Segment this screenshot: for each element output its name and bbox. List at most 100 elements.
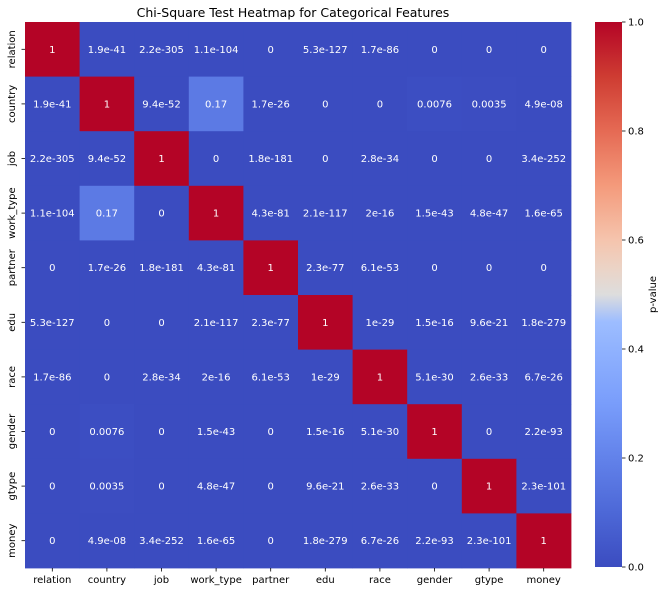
x-tick-label: relation: [33, 575, 71, 586]
heatmap-cell: [243, 22, 299, 77]
heatmap-cell: [298, 404, 353, 460]
cell-value-label: 0: [322, 99, 328, 110]
cell-value-label: 1e-29: [311, 372, 340, 383]
cell-value-label: 2.3e-77: [306, 263, 344, 274]
cell-value-label: 2.8e-34: [361, 154, 399, 165]
cell-value-label: 0: [486, 154, 492, 165]
cell-value-label: 1.8e-279: [521, 318, 566, 329]
heatmap-cell: [188, 349, 244, 405]
heatmap-cell: [298, 513, 353, 569]
heatmap-cell: [461, 131, 517, 187]
heatmap-cell: [134, 240, 190, 296]
heatmap-cell: [79, 76, 135, 132]
x-axis: relation country job work_type partner edu rac…: [33, 568, 561, 586]
heatmap-cell: [461, 76, 517, 132]
cell-value-label: 0: [268, 45, 274, 56]
cell-value-label: 4.9e-08: [88, 536, 126, 547]
heatmap-cell: [79, 22, 135, 77]
cell-value-label: 1: [268, 263, 274, 274]
cell-value-label: 0: [486, 427, 492, 438]
heatmap-cell: [407, 185, 463, 241]
cell-value-label: 1.5e-16: [415, 318, 453, 329]
heatmap-cell: [352, 240, 408, 296]
heatmap-cell: [79, 513, 135, 569]
cell-value-label: 0.17: [205, 99, 227, 110]
heatmap-cell: [188, 131, 244, 187]
heatmap-cell: [461, 458, 517, 514]
cell-value-label: 2.6e-33: [470, 372, 508, 383]
heatmap-cell: [25, 131, 80, 187]
cell-value-label: 1: [541, 536, 547, 547]
heatmap-cell: [79, 349, 135, 405]
cell-value-label: 0: [49, 263, 55, 274]
heatmap-cell: [298, 22, 353, 77]
heatmap-cell: [407, 131, 463, 187]
cell-value-label: 9.6e-21: [470, 318, 508, 329]
cell-value-label: 3.4e-252: [139, 536, 184, 547]
heatmap-cell: [134, 185, 190, 241]
heatmap-cell: [79, 404, 135, 460]
cell-value-label: 1.8e-181: [248, 154, 293, 165]
heatmap-cell: [134, 458, 190, 514]
heatmap-cell: [243, 458, 299, 514]
y-tick-label: gtype: [7, 472, 18, 501]
heatmap-cell: [188, 185, 244, 241]
cell-value-label: 2.6e-33: [361, 482, 399, 493]
cell-value-label: 6.7e-26: [361, 536, 399, 547]
heatmap-cell: [516, 458, 572, 514]
heatmap-cell: [461, 185, 517, 241]
heatmap-cell: [25, 349, 80, 405]
heatmap-cell: [516, 513, 572, 569]
heatmap-cell: [298, 458, 353, 514]
cell-value-label: 1: [49, 45, 55, 56]
cell-value-label: 4.9e-08: [525, 99, 563, 110]
cell-value-label: 1.8e-181: [139, 263, 184, 274]
heatmap-cell: [134, 295, 190, 350]
cell-value-label: 4.3e-81: [252, 209, 290, 220]
cell-value-label: 1.1e-104: [30, 209, 75, 220]
colorbar-tick-label: 0.4: [628, 345, 644, 356]
cell-value-label: 1.1e-104: [194, 45, 239, 56]
cell-value-label: 0.0076: [89, 427, 124, 438]
heatmap-cell: [461, 295, 517, 350]
heatmap-cell: [243, 349, 299, 405]
heatmap-cells: [25, 22, 572, 569]
heatmap-cell: [461, 404, 517, 460]
cell-value-label: 0: [431, 482, 437, 493]
cell-value-label: 0: [431, 154, 437, 165]
x-tick-label: job: [153, 575, 169, 586]
heatmap-cell: [407, 295, 463, 350]
cell-value-label: 1.6e-65: [197, 536, 235, 547]
heatmap-cell: [134, 349, 190, 405]
cell-value-label: 0: [431, 45, 437, 56]
heatmap-cell: [25, 404, 80, 460]
x-tick-label: gender: [417, 575, 453, 586]
cell-value-label: 0.17: [96, 209, 118, 220]
cell-value-label: 9.4e-52: [88, 154, 126, 165]
heatmap-cell: [25, 513, 80, 569]
y-tick-label: job: [7, 151, 18, 167]
heatmap-cell: [134, 131, 190, 187]
heatmap-cell: [298, 131, 353, 187]
heatmap-cell: [352, 22, 408, 77]
cell-value-label: 9.4e-52: [142, 99, 180, 110]
cell-value-label: 1.7e-26: [88, 263, 126, 274]
cell-value-label: 0: [158, 427, 164, 438]
heatmap-cell: [298, 349, 353, 405]
cell-value-label: 1.7e-26: [252, 99, 290, 110]
cell-value-label: 1: [377, 372, 383, 383]
cell-value-label: 6.1e-53: [252, 372, 290, 383]
y-tick-label: gender: [7, 413, 18, 449]
cell-value-label: 0: [158, 482, 164, 493]
cell-value-label: 0: [49, 482, 55, 493]
cell-value-label: 1.9e-41: [88, 45, 126, 56]
cell-value-label: 1.8e-279: [303, 536, 348, 547]
heatmap-cell: [516, 240, 572, 296]
x-tick-label: gtype: [475, 575, 504, 586]
heatmap-cell: [461, 513, 517, 569]
heatmap-cell: [134, 404, 190, 460]
cell-value-label: 1: [431, 427, 437, 438]
cell-value-label: 1: [322, 318, 328, 329]
heatmap-cell: [79, 240, 135, 296]
